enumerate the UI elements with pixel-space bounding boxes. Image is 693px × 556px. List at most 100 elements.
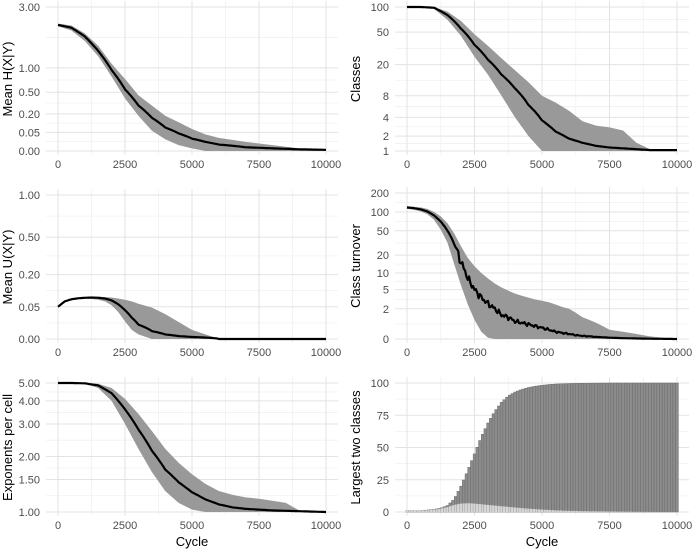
bar-second [587, 511, 590, 512]
bar-second [519, 508, 522, 512]
x-tick-label: 2500 [113, 159, 137, 171]
bar-second [438, 509, 441, 512]
y-tick-label: 3.00 [19, 2, 40, 14]
y-tick-label: 0 [383, 334, 389, 346]
bar-second [527, 509, 530, 512]
y-axis-label: Mean H(X|Y) [0, 42, 15, 117]
x-tick-label: 2500 [462, 159, 486, 171]
y-tick-label: 2 [383, 304, 389, 316]
bar-second [608, 511, 611, 512]
y-tick-label: 5 [383, 285, 389, 297]
bar-largest [514, 392, 517, 512]
bar-largest [549, 384, 552, 512]
bar-largest [560, 384, 563, 512]
bar-second [549, 510, 552, 512]
bar-second [476, 504, 479, 512]
x-tick-label: 0 [55, 159, 61, 171]
bar-largest [665, 383, 668, 512]
bar-largest [508, 395, 511, 512]
bar-largest [654, 383, 657, 512]
bar-largest [638, 383, 641, 512]
bar-largest [627, 383, 630, 512]
bar-largest [497, 406, 500, 512]
y-axis-label: Class turnover [348, 223, 363, 307]
x-tick-label: 7500 [597, 520, 621, 532]
bar-largest [546, 385, 549, 512]
bar-largest [562, 384, 565, 512]
x-tick-label: 2500 [462, 347, 486, 359]
bar-second [470, 503, 473, 512]
y-tick-label: 0 [383, 507, 389, 519]
bar-largest [476, 447, 479, 512]
bar-second [503, 506, 506, 512]
bar-largest [619, 383, 622, 512]
bar-largest [668, 383, 671, 512]
x-tick-label: 10000 [662, 520, 693, 532]
bar-second [430, 510, 433, 512]
x-tick-label: 0 [55, 520, 61, 532]
y-tick-label: 50 [377, 27, 389, 39]
bar-largest [673, 383, 676, 512]
bar-largest [530, 387, 533, 512]
bar-largest [506, 397, 509, 512]
y-tick-label: 200 [371, 188, 389, 200]
bar-second [460, 504, 463, 512]
bar-second [530, 509, 533, 512]
bar-largest [622, 383, 625, 512]
bar-second [597, 511, 600, 512]
bar-second [570, 511, 573, 512]
bar-largest [487, 423, 490, 512]
bar-largest [533, 386, 536, 512]
y-tick-label: 0.05 [19, 302, 40, 314]
bar-second [473, 504, 476, 512]
y-tick-label: 100 [371, 207, 389, 219]
y-tick-label: 5.00 [19, 378, 40, 390]
x-tick-label: 2500 [462, 520, 486, 532]
bar-second [481, 504, 484, 512]
bar-largest [554, 384, 557, 512]
bar-second [492, 505, 495, 512]
bar-second [535, 509, 538, 512]
bar-second [516, 508, 519, 512]
y-tick-label: 0.50 [19, 87, 40, 99]
bar-largest [500, 402, 503, 512]
bar-second [600, 511, 603, 512]
bar-largest [651, 383, 654, 512]
bar-largest [632, 383, 635, 512]
bar-largest [657, 383, 660, 512]
bar-second [533, 509, 536, 512]
bar-largest [646, 383, 649, 512]
bar-largest [576, 383, 579, 512]
bar-largest [516, 391, 519, 512]
bar-largest [659, 383, 662, 512]
y-tick-label: 1.00 [19, 63, 40, 75]
x-tick-label: 10000 [662, 159, 693, 171]
bar-largest [484, 429, 487, 512]
bar-second [465, 503, 468, 512]
bar-largest [595, 383, 598, 512]
bar-second [422, 511, 425, 512]
bar-second [489, 505, 492, 512]
x-tick-label: 10000 [662, 347, 693, 359]
bar-second [414, 511, 417, 512]
bar-largest [608, 383, 611, 512]
x-tick-label: 2500 [113, 347, 137, 359]
bar-second [524, 508, 527, 512]
x-tick-label: 0 [404, 347, 410, 359]
bar-largest [503, 400, 506, 512]
bar-largest [543, 385, 546, 512]
bar-largest [565, 384, 568, 512]
x-tick-label: 0 [55, 347, 61, 359]
bar-second [551, 510, 554, 512]
y-tick-label: 1 [383, 146, 389, 158]
bar-largest [492, 414, 495, 512]
x-tick-label: 7500 [597, 159, 621, 171]
bar-second [419, 511, 422, 512]
bar-largest [611, 383, 614, 512]
bar-second [416, 511, 419, 512]
y-tick-label: 2 [383, 131, 389, 143]
